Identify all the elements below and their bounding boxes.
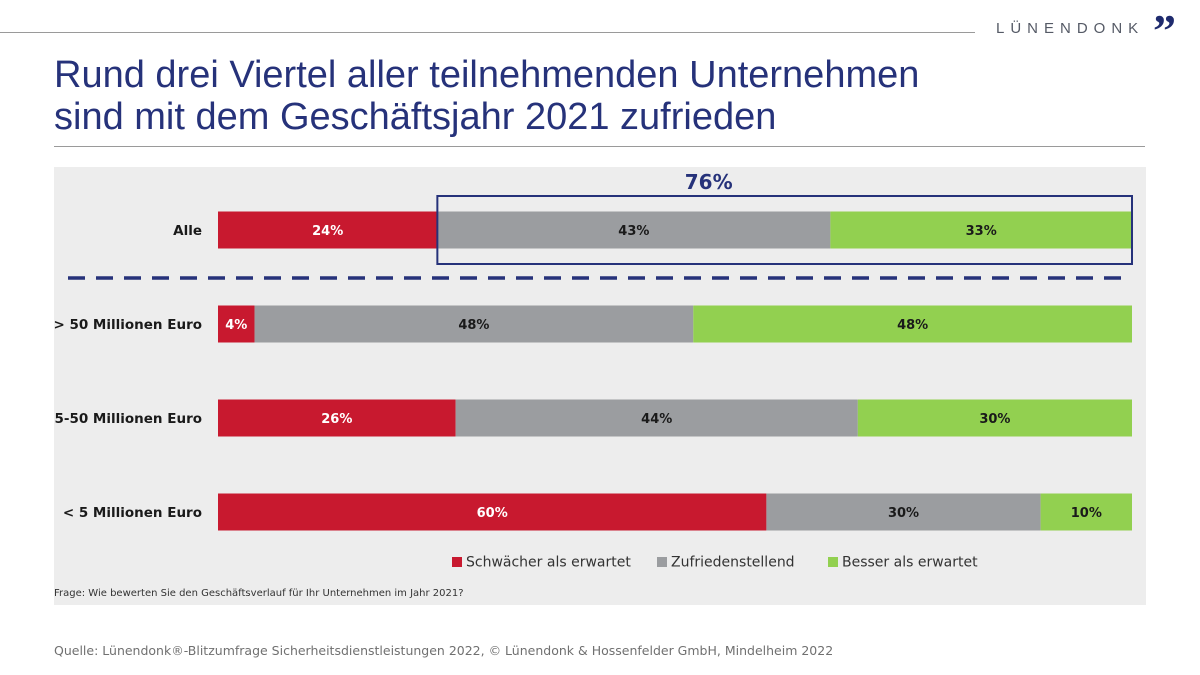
title-line-1: Rund drei Viertel aller teilnehmenden Un… [54, 54, 920, 96]
data-label: 30% [888, 506, 919, 521]
legend-label: Zufriedenstellend [671, 555, 795, 571]
legend-swatch [828, 557, 838, 567]
bar-segment-schw-cher-als-erwartet [218, 493, 767, 531]
bar-segment-besser-als-erwartet [830, 211, 1132, 249]
data-label: 60% [477, 506, 508, 521]
legend-label: Schwächer als erwartet [466, 555, 631, 571]
bar-segment-besser-als-erwartet [693, 305, 1132, 343]
data-label: 4% [225, 318, 247, 333]
legend-swatch [657, 557, 667, 567]
bar-segment-schw-cher-als-erwartet [218, 211, 438, 249]
question-note: Frage: Wie bewerten Sie den Geschäftsver… [54, 588, 464, 599]
bar-segment-zufriedenstellend [766, 493, 1041, 531]
data-label: 48% [897, 318, 928, 333]
bar-segment-schw-cher-als-erwartet [218, 305, 255, 343]
category-label: < 5 Millionen Euro [63, 505, 202, 521]
title-rule [54, 146, 1145, 147]
source-note: Quelle: Lünendonk®-Blitzumfrage Sicherhe… [54, 643, 834, 658]
category-label: > 50 Millionen Euro [54, 317, 202, 333]
bar-segment-zufriedenstellend [437, 211, 831, 249]
title-line-2: sind mit dem Geschäftsjahr 2021 zufriede… [54, 96, 777, 138]
data-label: 24% [312, 224, 343, 239]
data-label: 26% [321, 412, 352, 427]
category-label: Alle [173, 223, 202, 239]
bar-segment-zufriedenstellend [455, 399, 858, 437]
data-label: 44% [641, 412, 672, 427]
data-label: 30% [979, 412, 1010, 427]
bar-segment-besser-als-erwartet [1040, 493, 1132, 531]
header-rule [0, 32, 975, 33]
brand-logo: LÜNENDONK [996, 20, 1145, 37]
legend-swatch [452, 557, 462, 567]
category-label: 5-50 Millionen Euro [54, 411, 202, 427]
highlight-box [436, 195, 1133, 265]
highlight-label: 76% [685, 170, 733, 194]
data-label: 43% [618, 224, 649, 239]
data-label: 10% [1071, 506, 1102, 521]
page-title: Rund drei Viertel aller teilnehmenden Un… [54, 54, 1054, 138]
stacked-bar-chart: Alle 24% 43% 33% > 50 Millionen Euro 4% 48% 48%… [54, 170, 1133, 599]
bar-segment-zufriedenstellend [254, 305, 694, 343]
legend-label: Besser als erwartet [842, 555, 978, 571]
data-label: 33% [966, 224, 997, 239]
brand-quote-icon: ” [1153, 5, 1176, 56]
chart-panel: Alle 24% 43% 33% > 50 Millionen Euro 4% 48% 48%… [54, 167, 1146, 605]
bar-segment-schw-cher-als-erwartet [218, 399, 456, 437]
data-label: 48% [458, 318, 489, 333]
bar-segment-besser-als-erwartet [857, 399, 1132, 437]
